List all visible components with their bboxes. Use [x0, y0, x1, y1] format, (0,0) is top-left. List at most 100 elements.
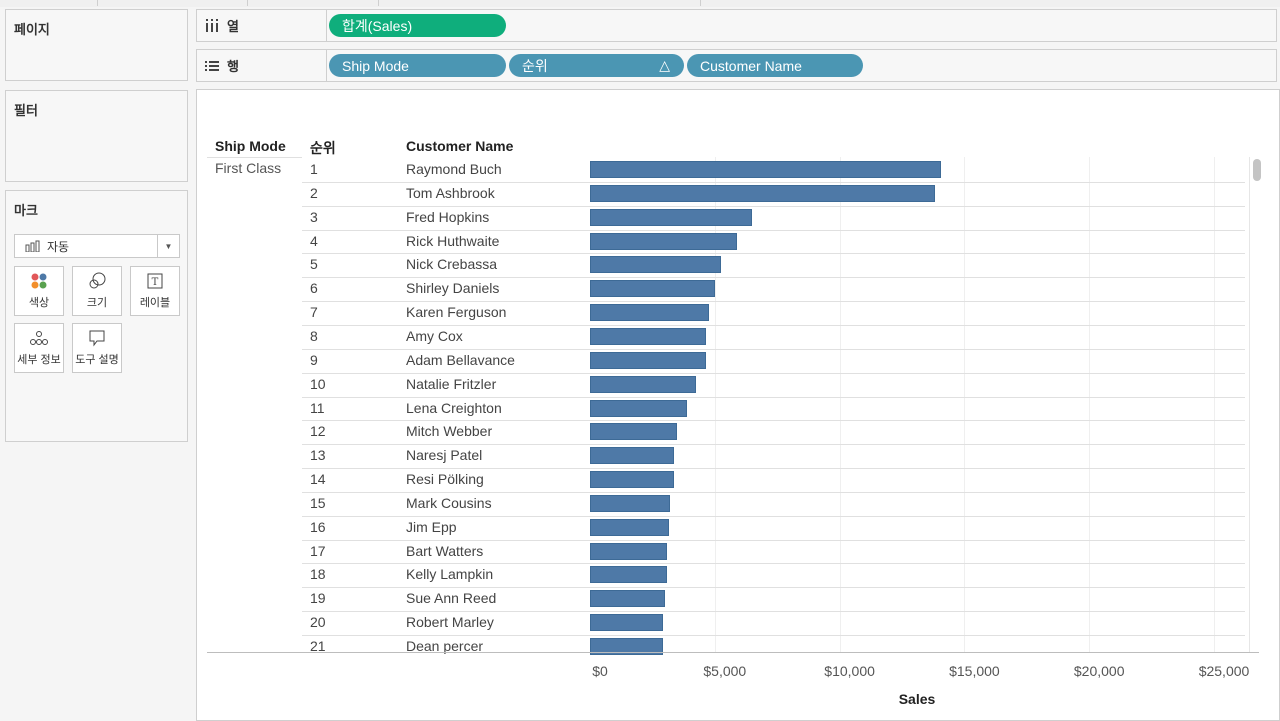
sales-bar[interactable] [590, 161, 941, 178]
sales-bar[interactable] [590, 566, 667, 584]
size-button[interactable]: 크기 [72, 266, 122, 316]
customer-name-cell[interactable]: Karen Ferguson [406, 304, 507, 321]
customer-name-cell[interactable]: Mitch Webber [406, 423, 493, 440]
detail-button[interactable]: 세부 정보 [14, 323, 64, 373]
rank-cell[interactable]: 14 [310, 471, 326, 488]
rank-cell[interactable]: 4 [310, 232, 318, 249]
rank-cell[interactable]: 1 [310, 161, 318, 177]
view-canvas[interactable]: Ship Mode 순위 Customer Name First Class 1… [196, 89, 1280, 721]
customer-name-cell[interactable]: Shirley Daniels [406, 280, 500, 297]
customer-name-cell[interactable]: Fred Hopkins [406, 208, 490, 225]
vertical-scrollbar[interactable] [1249, 157, 1263, 653]
sales-bar[interactable] [590, 518, 670, 536]
rank-cell[interactable]: 2 [310, 184, 318, 201]
rank-cell[interactable]: 7 [310, 304, 318, 321]
color-button[interactable]: 색상 [14, 266, 64, 316]
sales-bar[interactable] [590, 232, 737, 250]
rank-cell[interactable]: 12 [310, 423, 326, 440]
row-divider [302, 324, 1245, 326]
customer-name-cell[interactable]: Sue Ann Reed [406, 590, 497, 607]
customer-name-cell[interactable]: Mark Cousins [406, 494, 492, 511]
rank-cell[interactable]: 16 [310, 518, 326, 535]
sales-bar[interactable] [590, 304, 709, 322]
customer-name-cell[interactable]: Robert Marley [406, 614, 494, 631]
customer-name-cell[interactable]: Dean percer [406, 638, 484, 654]
row-divider [302, 563, 1245, 565]
customer-name-cell[interactable]: Naresj Patel [406, 447, 483, 464]
sales-bar[interactable] [590, 256, 722, 274]
scrollbar-thumb[interactable] [1253, 159, 1261, 181]
gridline [839, 157, 841, 653]
sales-pill[interactable]: 합계(Sales) [329, 14, 506, 37]
detail-label: 세부 정보 [17, 354, 61, 366]
sales-bar[interactable] [590, 542, 667, 560]
customer-name-pill-label: Customer Name [700, 57, 802, 74]
color-label: 색상 [28, 297, 50, 309]
sales-bar[interactable] [590, 375, 696, 393]
sales-bar[interactable] [590, 494, 671, 512]
pages-card[interactable]: 페이지 [5, 9, 188, 81]
customer-name-cell[interactable]: Amy Cox [406, 327, 463, 344]
size-icon [89, 272, 106, 289]
sales-bar[interactable] [590, 208, 752, 226]
customer-name-pill[interactable]: Customer Name [687, 54, 863, 77]
sales-bar[interactable] [590, 590, 666, 608]
rank-cell[interactable]: 5 [310, 256, 318, 273]
rank-cell[interactable]: 15 [310, 494, 326, 511]
customer-name-cell[interactable]: Jim Epp [406, 518, 457, 535]
rank-cell[interactable]: 11 [310, 399, 325, 416]
customer-name-cell[interactable]: Adam Bellavance [406, 351, 515, 368]
ship-mode-pill[interactable]: Ship Mode [329, 54, 506, 77]
sales-bar[interactable] [590, 280, 715, 298]
row-divider [302, 277, 1245, 279]
rank-cell[interactable]: 3 [310, 208, 318, 225]
mark-type-dropdown[interactable]: 자동 ▼ [14, 234, 180, 258]
customer-name-cell[interactable]: Raymond Buch [406, 161, 502, 177]
filters-card[interactable]: 필터 [5, 90, 188, 182]
rows-shelf[interactable]: 행 Ship Mode 순위 △ Customer Name [196, 49, 1277, 82]
rank-pill[interactable]: 순위 △ [509, 54, 684, 77]
rank-cell[interactable]: 10 [310, 375, 326, 392]
customer-name-cell[interactable]: Nick Crebassa [406, 256, 498, 273]
customer-name-cell[interactable]: Tom Ashbrook [406, 184, 495, 201]
customer-name-cell[interactable]: Lena Creighton [406, 399, 502, 416]
customer-name-header[interactable]: Customer Name [406, 138, 514, 154]
rank-cell[interactable]: 18 [310, 566, 326, 583]
sales-bar[interactable] [590, 351, 707, 369]
row-divider [302, 420, 1245, 422]
sales-bar[interactable] [590, 423, 678, 441]
marks-card: 마크 자동 ▼ 색상 크기 T [5, 190, 188, 442]
x-tick-label: $5,000 [703, 663, 747, 679]
ship-mode-value[interactable]: First Class [215, 160, 282, 176]
rank-cell[interactable]: 6 [310, 280, 318, 297]
rank-cell[interactable]: 17 [310, 542, 326, 559]
ship-mode-header[interactable]: Ship Mode [215, 138, 286, 154]
chevron-down-icon[interactable]: ▼ [157, 235, 179, 257]
rank-cell[interactable]: 19 [310, 590, 326, 607]
sales-bar[interactable] [590, 447, 674, 465]
rank-cell[interactable]: 21 [310, 638, 326, 654]
sales-bar[interactable] [590, 399, 687, 417]
rank-cell[interactable]: 8 [310, 327, 318, 344]
row-divider [302, 205, 1245, 207]
size-label: 크기 [86, 297, 108, 309]
customer-name-cell[interactable]: Kelly Lampkin [406, 566, 494, 583]
sales-bar[interactable] [590, 471, 674, 489]
sales-bar[interactable] [590, 184, 935, 202]
columns-shelf[interactable]: 열 합계(Sales) [196, 9, 1277, 42]
rank-cell[interactable]: 20 [310, 614, 326, 631]
customer-name-cell[interactable]: Natalie Fritzler [406, 375, 497, 392]
customer-name-cell[interactable]: Rick Huthwaite [406, 232, 500, 249]
tooltip-button[interactable]: 도구 설명 [72, 323, 122, 373]
rank-cell[interactable]: 9 [310, 351, 318, 368]
sales-bar[interactable] [590, 327, 707, 345]
sales-bar[interactable] [590, 614, 664, 632]
customer-name-cell[interactable]: Bart Watters [406, 542, 484, 559]
row-divider [302, 301, 1245, 303]
rank-header[interactable]: 순위 [310, 140, 336, 156]
sales-bar[interactable] [590, 638, 664, 655]
label-button[interactable]: T 레이블 [130, 266, 180, 316]
customer-name-cell[interactable]: Resi Pölking [406, 471, 484, 488]
x-axis-title[interactable]: Sales [898, 691, 936, 707]
rank-cell[interactable]: 13 [310, 447, 326, 464]
